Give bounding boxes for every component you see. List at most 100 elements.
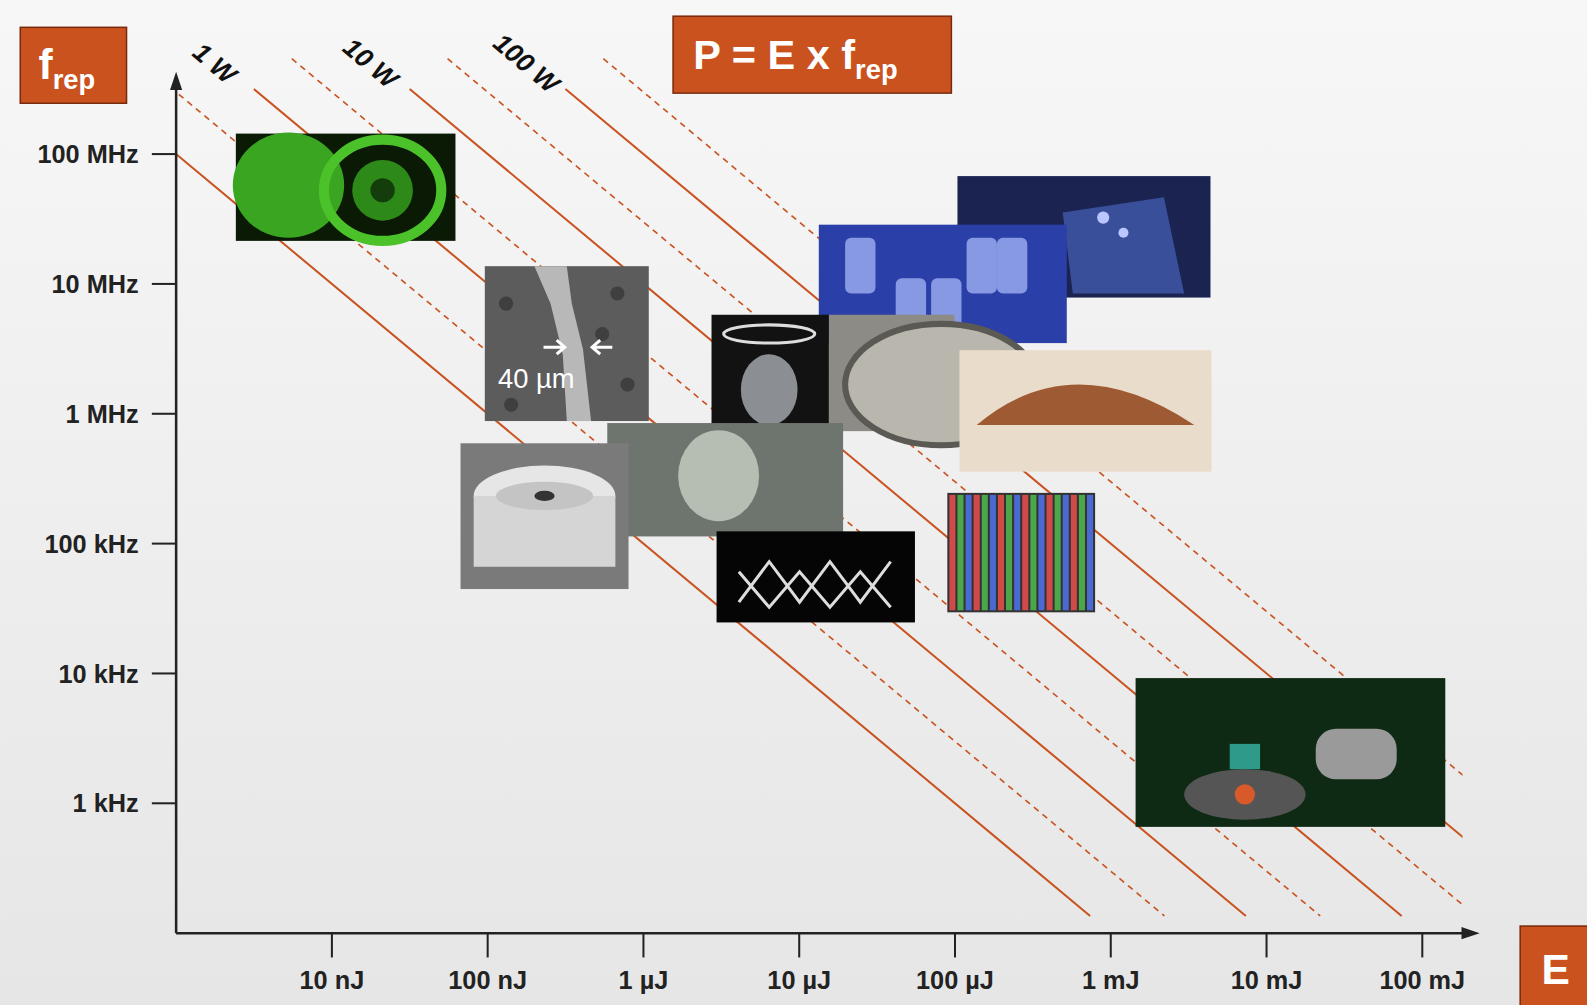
power-labels: 1 W 10 W 100 W: [187, 27, 567, 100]
photo-detail: [595, 327, 609, 341]
annotation: 40 µm: [498, 363, 574, 394]
y-axis: [175, 84, 178, 933]
photo: [717, 531, 915, 622]
x-tick-label: 100 nJ: [448, 966, 527, 994]
y-tick-label: 1 MHz: [66, 400, 139, 428]
photo: [1136, 678, 1446, 827]
y-tick-label: 10 MHz: [52, 270, 139, 298]
photo: [485, 266, 649, 421]
photo-detail: [845, 238, 875, 294]
x-tick: [954, 933, 956, 957]
title-box: [673, 16, 951, 93]
x-tick: [642, 933, 644, 957]
photo-detail: [957, 495, 963, 610]
photo-detail: [1184, 769, 1305, 820]
x-tick-label: 100 mJ: [1379, 966, 1465, 994]
y-tick-label: 10 kHz: [59, 660, 139, 688]
photo-detail: [352, 160, 413, 221]
photo-detail: [1047, 495, 1053, 610]
x-tick-label: 1 µJ: [619, 966, 669, 994]
power-lines: [176, 59, 1462, 916]
background: [0, 0, 1587, 1005]
title: P = E x frep: [693, 31, 897, 85]
photo-detail: [1316, 729, 1397, 780]
x-tick: [798, 933, 800, 957]
power-label: 100 W: [488, 27, 567, 100]
power-line: [448, 59, 1463, 916]
y-label-box: [20, 27, 126, 103]
y-tick: [152, 413, 176, 415]
photo-detail: [370, 178, 394, 202]
photo-detail: [966, 495, 972, 610]
photo-detail: [1014, 495, 1020, 610]
photo-detail: [1038, 495, 1044, 610]
photo-detail: [741, 354, 798, 425]
photo-detail: [997, 238, 1027, 294]
photo-detail: [1071, 495, 1077, 610]
photo-detail: [1230, 744, 1260, 769]
x-label-box: [1520, 926, 1587, 1005]
chart: 1 W10 W100 W40 µm10 nJ100 nJ1 µJ10 µJ100…: [0, 0, 1587, 1005]
photo-detail: [949, 495, 955, 610]
photos: [233, 133, 1445, 827]
title-sub: rep: [855, 54, 898, 85]
photo-detail: [534, 491, 554, 501]
photo-detail: [610, 286, 624, 300]
y-tick: [152, 672, 176, 674]
photo-detail: [982, 495, 988, 610]
y-axis-title-sub: rep: [53, 64, 96, 95]
photo-detail: [1022, 495, 1028, 610]
photo-detail: [974, 495, 980, 610]
power-label: 10 W: [337, 32, 405, 96]
x-tick: [1266, 933, 1268, 957]
x-tick-label: 1 mJ: [1082, 966, 1140, 994]
x-axis: [176, 932, 1467, 935]
y-axis-arrow: [170, 72, 182, 90]
photo-detail: [1063, 197, 1184, 293]
x-tick: [1421, 933, 1423, 957]
y-axis-title-main: f: [38, 41, 53, 88]
photo-detail: [1063, 495, 1069, 610]
x-tick: [331, 933, 333, 957]
y-tick-label: 100 MHz: [37, 140, 138, 168]
photo-detail: [1030, 495, 1036, 610]
power-line: [603, 59, 1462, 916]
y-tick-label: 100 kHz: [44, 530, 138, 558]
photo-detail: [496, 482, 593, 510]
photo-detail: [739, 562, 891, 608]
photo-detail: [1087, 495, 1093, 610]
x-tick: [487, 933, 489, 957]
photo-detail: [1097, 212, 1109, 224]
photo-arrows: [544, 340, 613, 354]
y-axis-title: frep: [38, 41, 95, 95]
y-tick: [152, 283, 176, 285]
power-line: [176, 59, 1090, 916]
photo-detail: [620, 378, 634, 392]
photo-detail: [1079, 495, 1085, 610]
y-tick: [152, 802, 176, 804]
title-main: P = E x f: [693, 31, 855, 78]
photo-detail: [724, 325, 815, 343]
photo-detail: [1055, 495, 1061, 610]
x-axis-arrow: [1461, 927, 1479, 939]
x-tick-label: 10 mJ: [1231, 966, 1303, 994]
x-tick-label: 10 nJ: [300, 966, 365, 994]
photo-detail: [504, 398, 518, 412]
x-tick-label: 100 µJ: [916, 966, 994, 994]
power-label: 1 W: [187, 37, 244, 91]
photo-detail: [1006, 495, 1012, 610]
photo-detail: [678, 430, 759, 521]
power-line: [565, 89, 1462, 916]
axes: 10 nJ100 nJ1 µJ10 µJ100 µJ1 mJ10 mJ100 m…: [37, 72, 1479, 994]
photo-detail: [1235, 784, 1255, 804]
photo: [607, 423, 843, 536]
x-tick: [1110, 933, 1112, 957]
photo-detail: [499, 297, 513, 311]
y-tick: [152, 543, 176, 545]
photo-detail: [998, 495, 1004, 610]
photo-detail: [967, 238, 997, 294]
photo-detail: [324, 140, 441, 241]
photo-detail: [990, 495, 996, 610]
y-tick: [152, 153, 176, 155]
y-tick-label: 1 kHz: [73, 789, 139, 817]
